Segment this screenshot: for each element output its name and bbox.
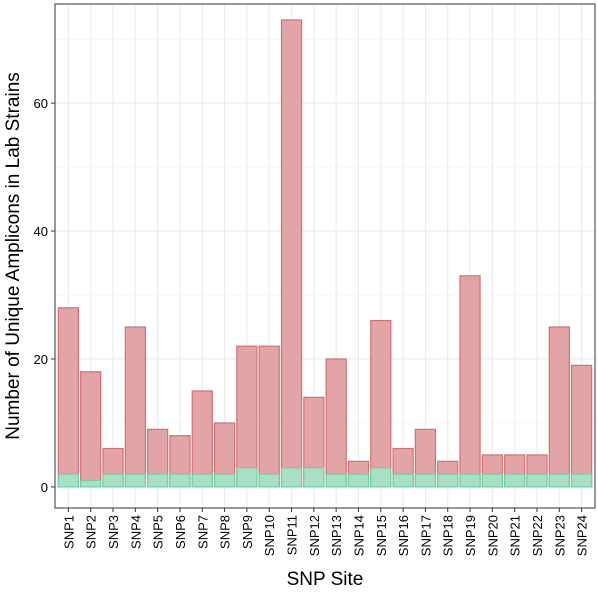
x-tick-label-snp18: SNP18	[441, 515, 456, 556]
y-tick-label: 60	[34, 96, 48, 111]
x-tick-label-snp20: SNP20	[485, 515, 500, 556]
bar-snp9-series-1	[236, 345, 258, 488]
x-tick-label-snp22: SNP22	[530, 515, 545, 556]
bar-snp6-series-2	[169, 473, 191, 488]
bar-snp4-series-1	[124, 326, 146, 488]
bar-snp7-series-1	[191, 390, 213, 488]
y-axis-title: Number of Unique Amplicons in Lab Strain…	[3, 72, 24, 440]
x-tick-label-snp4: SNP4	[128, 515, 143, 549]
bar-snp11-series-2	[280, 467, 303, 488]
bar-snp2-series-1	[80, 371, 102, 488]
bar-snp5-series-2	[147, 473, 169, 488]
x-tick-label-snp1: SNP1	[61, 515, 76, 549]
x-axis: SNP1 SNP2 SNP3 SNP4 SNP5 SNP6 SNP7 SNP8 SNP9 SNP1…	[61, 508, 590, 556]
bar-snp22-series-2	[526, 473, 548, 488]
x-tick-label-snp10: SNP10	[262, 515, 277, 556]
bars	[57, 19, 593, 488]
bar-snp18-series-2	[437, 473, 459, 488]
bar-snp10-series-2	[258, 473, 280, 488]
bar-snp21-series-2	[504, 473, 526, 488]
y-axis: 0 20 40 60	[34, 96, 55, 495]
bar-snp19-series-1	[459, 275, 481, 488]
x-tick-label-snp11: SNP11	[285, 515, 300, 555]
bar-snp2-series-2	[80, 479, 102, 488]
bar-snp15-series-1	[370, 319, 392, 488]
x-axis-title: SNP Site	[287, 569, 364, 590]
bar-snp19-series-2	[459, 473, 481, 488]
x-tick-label-snp3: SNP3	[106, 515, 121, 549]
bar-snp3-series-2	[102, 473, 124, 488]
bar-snp24-series-1	[570, 364, 593, 488]
y-tick-label: 0	[41, 480, 48, 495]
x-tick-label-snp16: SNP16	[396, 515, 411, 556]
y-tick-label: 20	[34, 352, 48, 367]
bar-snp1-series-2	[57, 473, 80, 488]
x-tick-label-snp23: SNP23	[552, 515, 567, 556]
bar-snp15-series-2	[370, 467, 392, 488]
x-tick-label-snp8: SNP8	[218, 515, 233, 549]
bar-snp20-series-2	[481, 473, 503, 488]
bar-snp23-series-1	[548, 326, 570, 488]
bar-snp13-series-2	[325, 473, 347, 488]
x-tick-label-snp19: SNP19	[463, 515, 478, 556]
x-tick-label-snp24: SNP24	[575, 515, 590, 556]
bar-snp14-series-2	[347, 473, 370, 488]
bar-snp11-series-1	[280, 19, 303, 488]
bar-snp17-series-2	[414, 473, 437, 488]
x-tick-label-snp14: SNP14	[351, 515, 366, 556]
y-tick-label: 40	[34, 224, 48, 239]
bar-snp12-series-2	[303, 467, 325, 488]
x-tick-label-snp15: SNP15	[374, 515, 389, 556]
x-tick-label-snp13: SNP13	[329, 515, 344, 556]
bar-snp9-series-2	[236, 467, 258, 488]
bar-snp10-series-1	[258, 345, 280, 488]
bar-snp24-series-2	[570, 473, 593, 488]
x-tick-label-snp5: SNP5	[151, 515, 166, 549]
bar-snp16-series-2	[392, 473, 414, 488]
x-tick-label-snp17: SNP17	[418, 515, 433, 556]
x-tick-label-snp9: SNP9	[240, 515, 255, 549]
bar-snp1-series-1	[57, 307, 80, 488]
x-tick-label-snp12: SNP12	[307, 515, 322, 556]
x-tick-label-snp6: SNP6	[173, 515, 188, 549]
bar-snp4-series-2	[124, 473, 146, 488]
bar-snp13-series-1	[325, 358, 347, 488]
x-tick-label-snp21: SNP21	[508, 515, 523, 556]
plot-border	[54, 3, 596, 509]
bar-snp7-series-2	[191, 473, 213, 488]
bar-snp23-series-2	[548, 473, 570, 488]
x-tick-label-snp7: SNP7	[195, 515, 210, 549]
x-tick-label-snp2: SNP2	[84, 515, 99, 549]
bar-snp8-series-2	[213, 473, 236, 488]
